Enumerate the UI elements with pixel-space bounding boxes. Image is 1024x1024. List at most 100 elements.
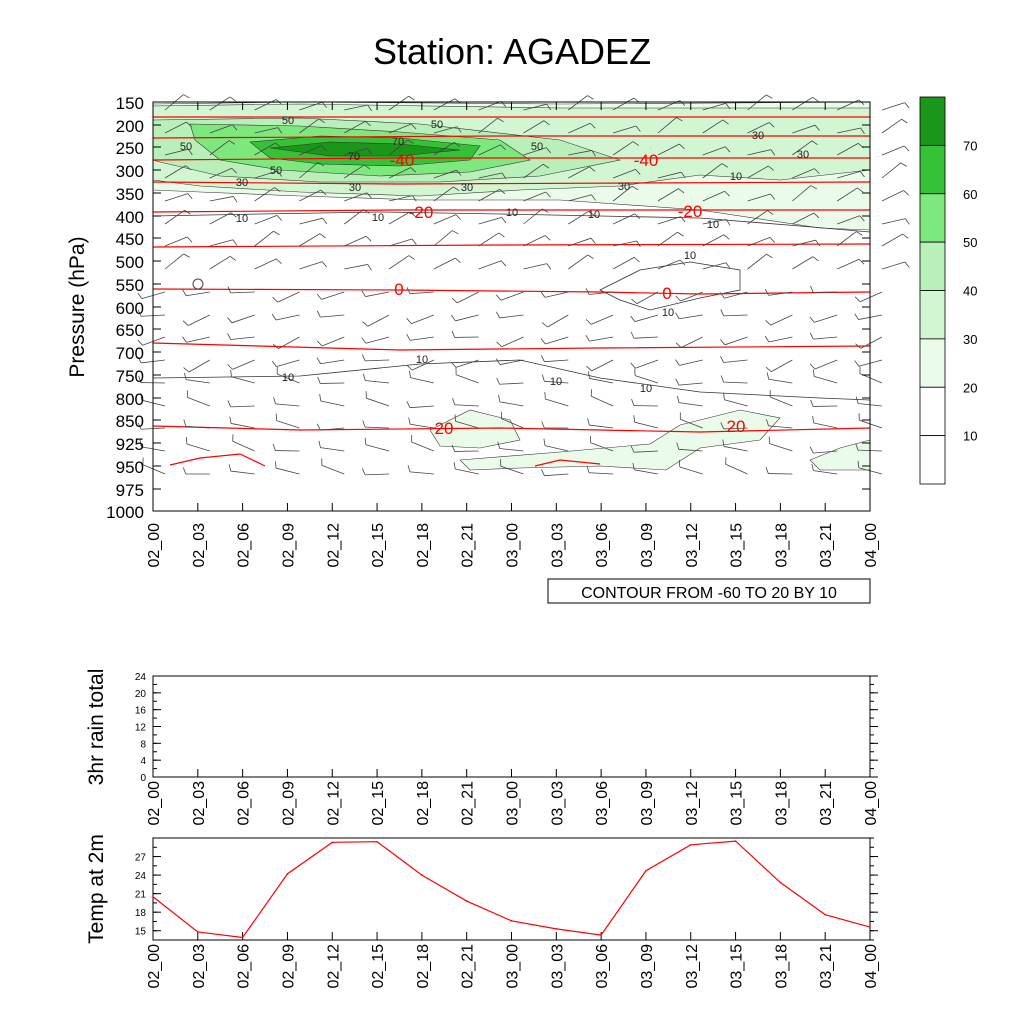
wind-barb <box>633 415 659 429</box>
wind-barb <box>747 149 776 156</box>
temp-point <box>286 873 289 875</box>
wind-barb <box>272 336 300 349</box>
x-tick-label: 02_06 <box>236 944 253 989</box>
wind-barb <box>451 291 479 304</box>
wind-barb <box>182 336 210 343</box>
wind-barb <box>361 468 390 476</box>
wind-barb <box>720 356 748 363</box>
wind-speed-label: 50 <box>180 141 192 153</box>
x-tick-label: 03_18 <box>773 944 790 989</box>
temp-point <box>600 934 602 936</box>
wind-speed-label: 10 <box>550 376 562 388</box>
x-tick-label: 02_09 <box>280 781 297 826</box>
wind-barb <box>765 314 793 326</box>
wind-barb <box>344 192 372 202</box>
wind-barb <box>586 359 614 372</box>
wind-barb <box>612 213 641 225</box>
wind-barb <box>854 291 883 303</box>
x-tick-label: 03_03 <box>549 781 566 826</box>
x-tick-label: 02_03 <box>191 781 208 826</box>
wind-barb <box>792 168 820 179</box>
wind-barb <box>451 444 479 452</box>
wind-barb <box>299 233 326 247</box>
wind-barb <box>587 371 614 384</box>
pressure-tick-label: 1000 <box>106 503 144 522</box>
wind-barb <box>498 394 524 407</box>
wind-barb <box>137 336 166 346</box>
wind-barb <box>254 230 280 247</box>
colorbar-swatch <box>919 96 946 146</box>
wind-barb <box>810 285 838 293</box>
wind-barb <box>344 264 372 271</box>
x-tick-label: 02_15 <box>370 781 387 826</box>
pressure-axis-label: Pressure (hPa) <box>66 236 89 377</box>
wind-barb <box>792 96 819 111</box>
wind-barb <box>209 212 237 225</box>
wind-barb <box>747 253 773 270</box>
wind-barb <box>254 187 281 202</box>
pressure-tick-label: 650 <box>116 321 144 340</box>
wind-barb <box>747 237 775 247</box>
wind-barb <box>725 457 748 475</box>
wind-barb <box>747 210 774 225</box>
colorbar-swatch <box>919 241 946 291</box>
wind-barb <box>182 289 210 297</box>
wind-barb <box>702 146 731 156</box>
wind-barb <box>227 314 255 324</box>
rain-axis-label: 3hr rain total <box>85 669 108 786</box>
wind-barb <box>478 232 505 247</box>
pressure-tick-label: 750 <box>116 367 144 386</box>
wind-barb <box>769 390 793 407</box>
wind-barb <box>568 166 596 179</box>
temperature-label: -20 <box>409 203 434 222</box>
chart-title: Station: AGADEZ <box>373 31 651 72</box>
wind-barb <box>766 419 793 429</box>
wind-speed-label: 10 <box>730 171 742 183</box>
pressure-tick-label: 550 <box>116 276 144 295</box>
wind-barb <box>720 422 748 430</box>
wind-speed-label: 30 <box>618 181 630 193</box>
wind-barb <box>544 391 569 407</box>
wind-barb <box>433 186 460 202</box>
pressure-tick-label: 300 <box>116 162 144 181</box>
wind-barb <box>855 336 883 349</box>
y-tick-label: 24 <box>135 871 147 882</box>
wind-barb <box>523 147 552 156</box>
wind-speed-label: 10 <box>506 207 518 219</box>
wind-barb <box>702 262 731 270</box>
wind-speed-label: 10 <box>662 307 674 319</box>
wind-barb <box>232 434 255 452</box>
colorbar-swatch <box>919 435 946 485</box>
x-tick-label: 02_00 <box>146 781 163 826</box>
wind-barb <box>388 167 417 179</box>
temperature-contour-line <box>152 243 871 248</box>
wind-barb <box>227 359 255 370</box>
wind-barb <box>568 122 596 134</box>
temperature-label: -20 <box>678 202 703 221</box>
wind-barb <box>299 162 325 179</box>
temperature-contour-line <box>152 135 870 139</box>
rain-panel: 0 4 8 12 16 20 24 02_00 02_03 02_06 02_09 02_12 02_1… <box>85 669 880 826</box>
x-tick-label: 02_12 <box>325 781 342 826</box>
wind-barb <box>809 314 838 323</box>
colorbar-label: 60 <box>963 187 977 202</box>
x-tick-label: 03_09 <box>639 781 656 826</box>
wind-barb <box>274 461 300 475</box>
x-tick-label: 04_00 <box>863 944 880 989</box>
wind-barb <box>836 231 863 247</box>
wind-barb <box>406 314 435 324</box>
wind-barb <box>433 126 462 134</box>
wind-barb <box>388 255 415 270</box>
temp-line-path <box>152 840 871 939</box>
temperature-contour-line <box>152 288 871 295</box>
wind-barb <box>836 187 864 202</box>
pressure-tick-label: 700 <box>116 344 144 363</box>
wind-barb <box>612 257 640 270</box>
wind-barb <box>316 336 345 347</box>
contour-info-text: CONTOUR FROM -60 TO 20 BY 10 <box>581 585 837 602</box>
rain-plot-frame <box>152 675 871 778</box>
wind-barb <box>182 467 210 475</box>
colorbar-label: 40 <box>963 284 977 299</box>
y-tick-label: 18 <box>135 908 147 919</box>
